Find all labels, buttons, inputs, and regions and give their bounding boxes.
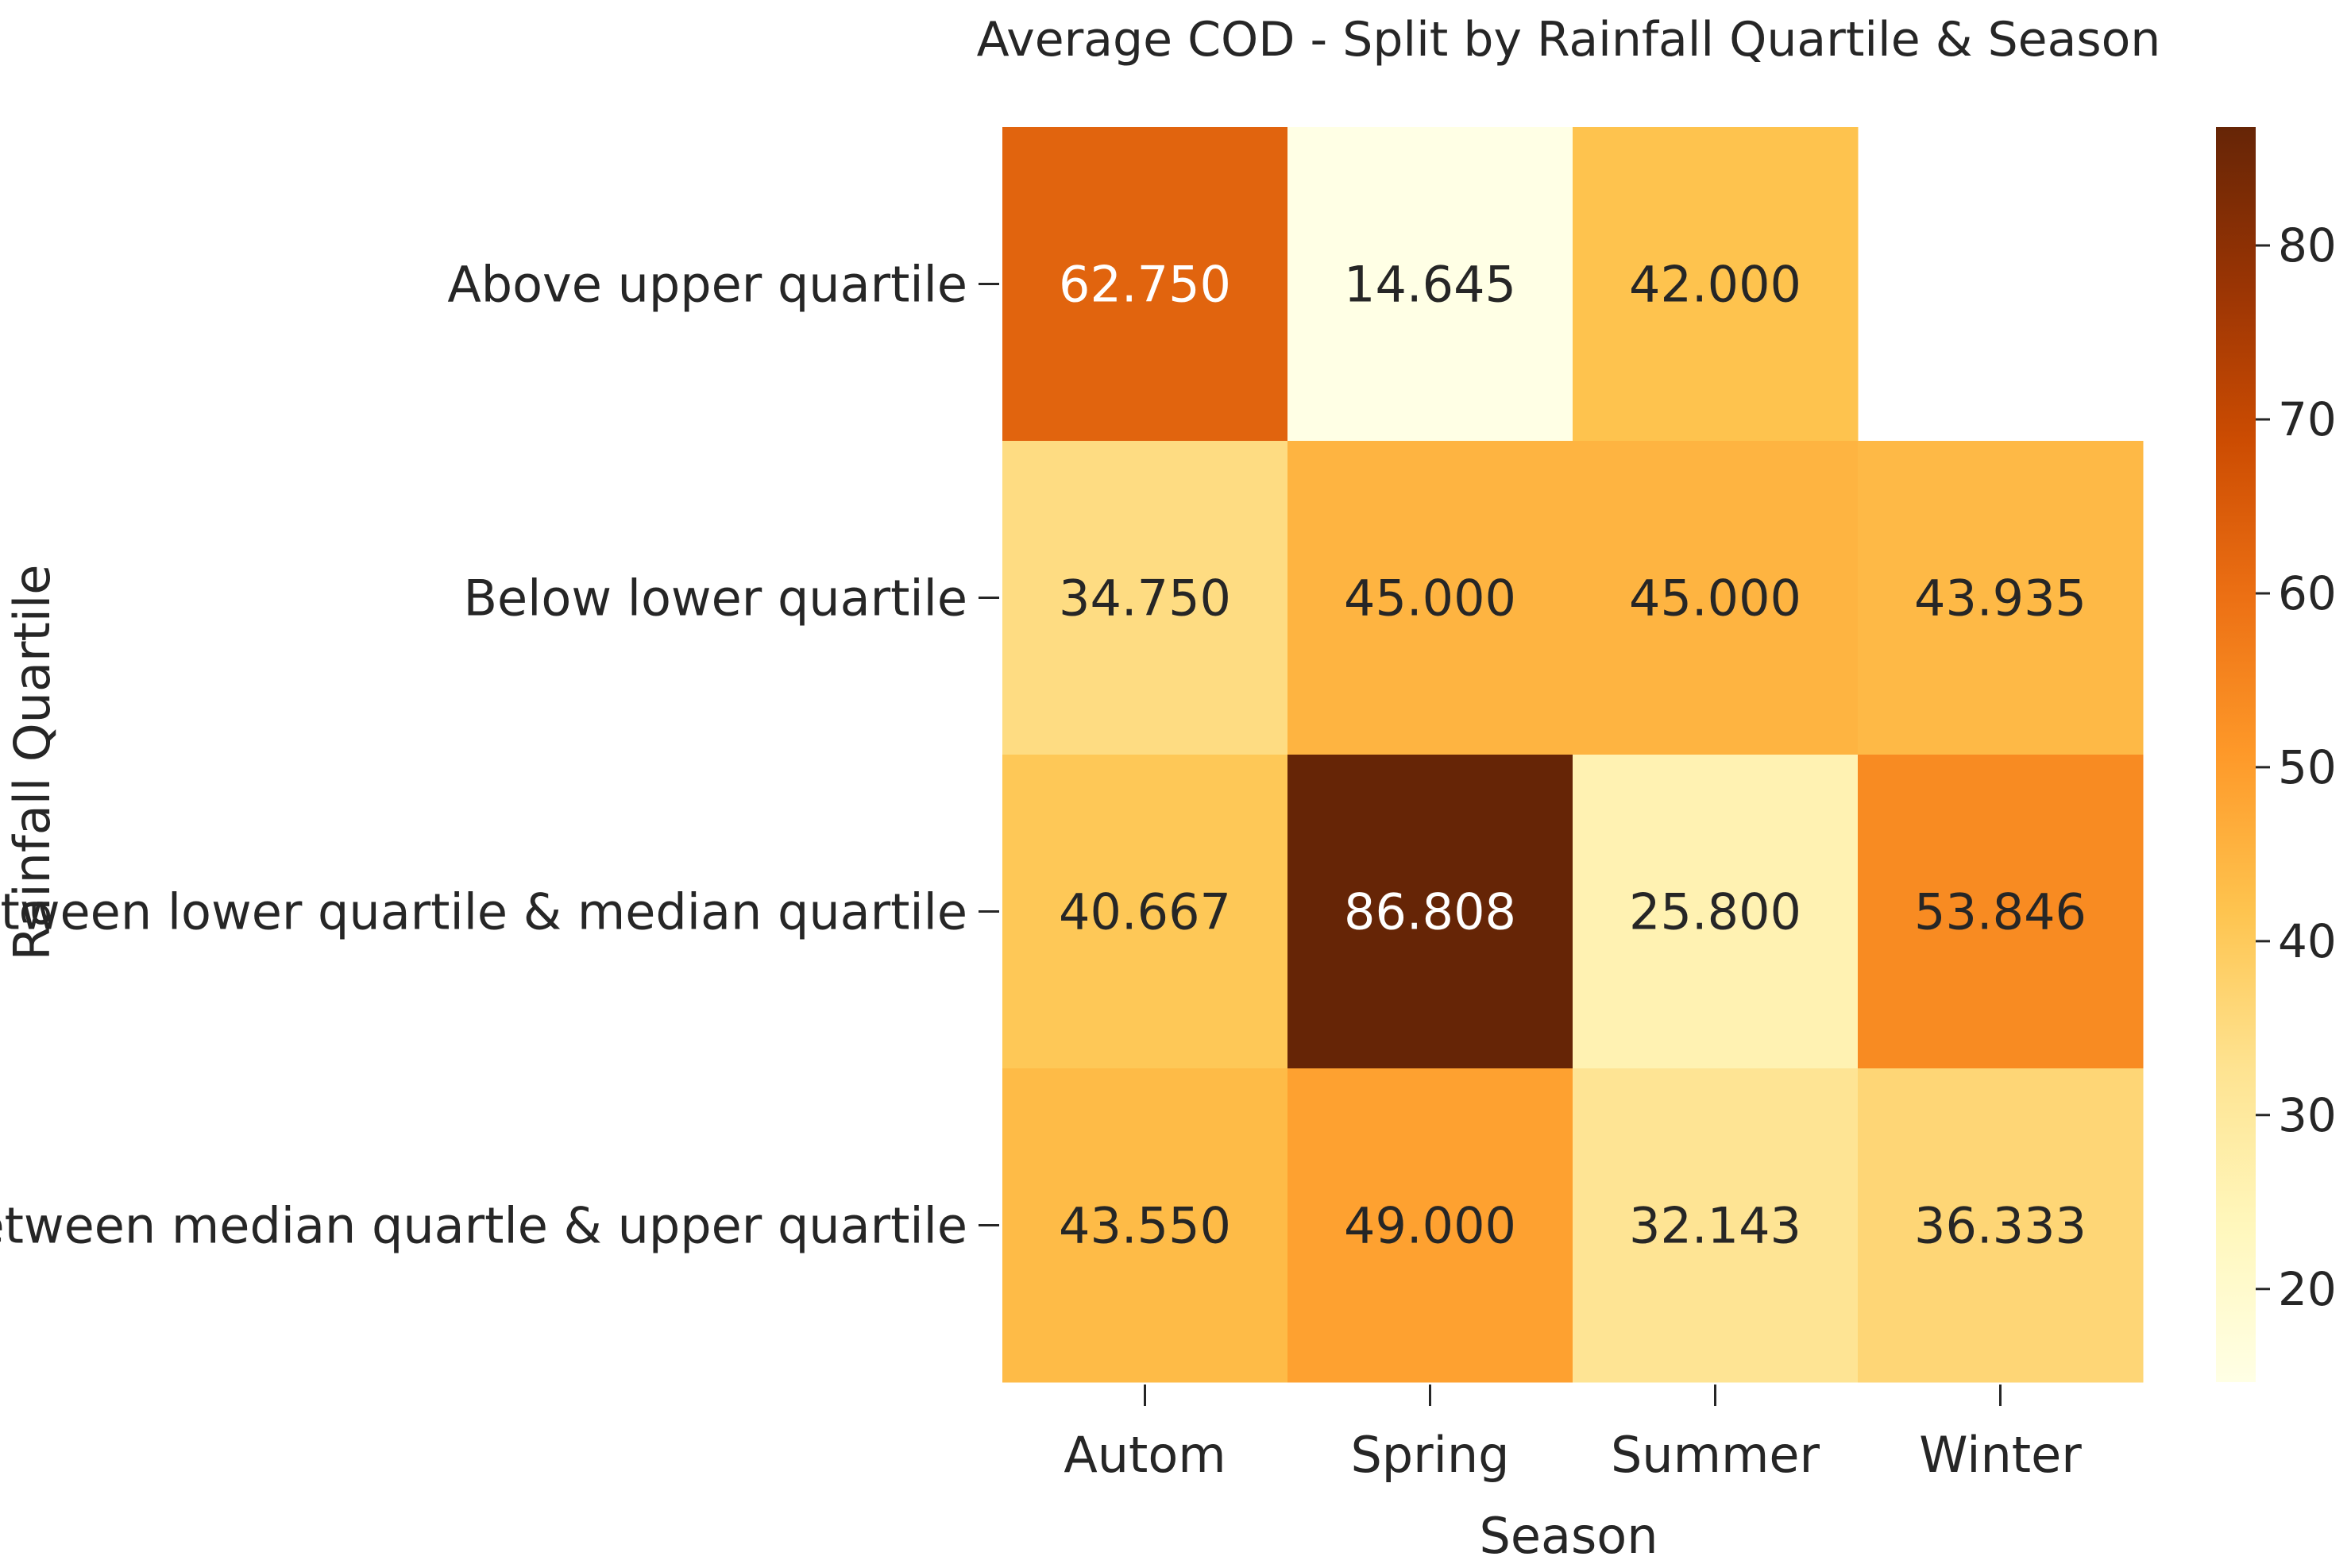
heatmap-cell [1858,441,2144,755]
x-tick-label: Summer [1611,1426,1820,1484]
cell-value-label: 62.750 [1059,256,1231,314]
cell-value-label: 45.000 [1344,570,1516,628]
heatmap-cells: 62.750 14.645 42.000 34.750 45.000 45.000 43.9… [1002,127,2144,1383]
heatmap-cell [1573,1068,1859,1383]
cell-value-label: 14.645 [1344,256,1516,314]
colorbar-tick-label: 70 [2278,392,2337,446]
x-tick-label: Autom [1064,1426,1226,1484]
y-tick-label: Between median quartle & upper quartile [0,1197,967,1255]
heatmap-cell [1002,755,1288,1069]
x-axis-title: Season [1479,1507,1658,1565]
heatmap-cell [1287,1068,1573,1383]
cell-value-label: 32.143 [1629,1197,1801,1255]
heatmap-cell [1002,441,1288,755]
heatmap-cell [1287,755,1573,1069]
y-axis-title: Rainfall Quartile [3,565,61,961]
cell-value-label: 36.333 [1914,1197,2087,1255]
colorbar-tick-label: 30 [2278,1088,2337,1142]
colorbar-tick-label: 60 [2278,566,2337,620]
cell-value-label: 34.750 [1059,570,1231,628]
heatmap-cell [1002,127,1288,442]
x-axis: Autom Spring Summer Winter [1064,1385,2082,1484]
heatmap-cell [1573,127,1859,442]
cell-value-label: 86.808 [1344,883,1516,941]
cell-value-label: 40.667 [1059,883,1231,941]
y-tick-label: Above upper quartile [447,256,967,314]
colorbar-tick-label: 80 [2278,218,2337,272]
y-axis: Above upper quartile Below lower quartile… [0,256,999,1255]
x-tick-label: Spring [1350,1426,1509,1484]
heatmap-cell [1573,755,1859,1069]
heatmap-cell [1858,755,2144,1069]
cell-value-label: 53.846 [1914,883,2087,941]
heatmap-cell [1002,1068,1288,1383]
cell-value-label: 42.000 [1629,256,1801,314]
cell-value-label: 43.550 [1059,1197,1231,1255]
y-tick-label: Below lower quartile [463,570,967,628]
colorbar-ticks: 20 30 40 50 60 70 80 [2256,218,2337,1316]
heatmap-cell [1287,127,1573,442]
cell-value-label: 43.935 [1914,570,2087,628]
cell-value-label: 49.000 [1344,1197,1516,1255]
chart-title: Average COD - Split by Rainfall Quartile… [977,12,2161,68]
cell-value-label: 25.800 [1629,883,1801,941]
colorbar [2216,127,2256,1382]
colorbar-tick-label: 20 [2278,1262,2337,1316]
heatmap-cell [1573,441,1859,755]
colorbar-tick-label: 40 [2278,914,2337,968]
cell-value-label: 45.000 [1629,570,1801,628]
heatmap-cell [1287,441,1573,755]
heatmap-cell [1858,1068,2144,1383]
x-tick-label: Winter [1919,1426,2082,1484]
colorbar-tick-label: 50 [2278,740,2337,794]
y-tick-label: Between lower quartile & median quartile [0,883,967,941]
